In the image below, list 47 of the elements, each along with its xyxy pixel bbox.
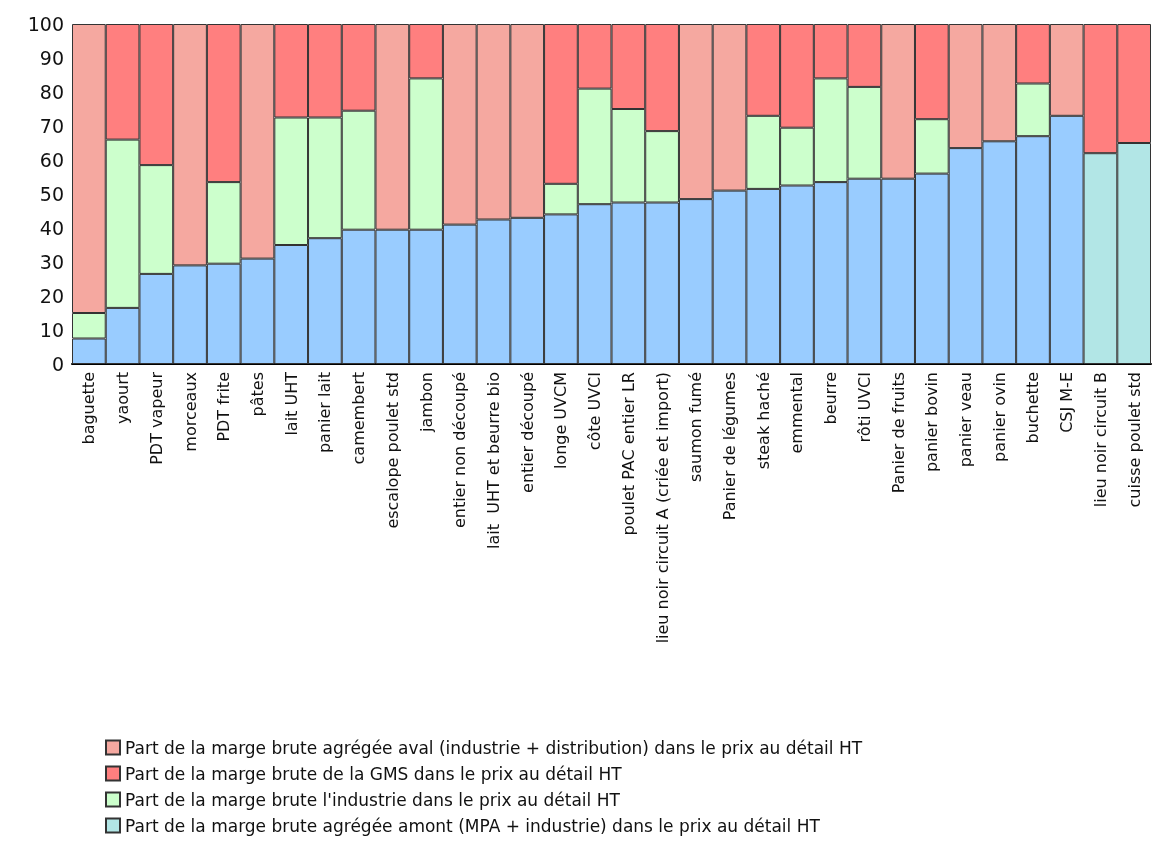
x-tick-label: beurre [821, 372, 841, 425]
y-tick-label: 70 [39, 115, 64, 137]
x-tick-label: steak haché [753, 372, 773, 470]
x-tick-label: lait UHT et beurre bio [483, 372, 503, 549]
y-tick-label: 20 [39, 285, 64, 307]
legend-label: Part de la marge brute l'industrie dans le prix au détail HT [125, 789, 621, 810]
x-tick-label: panier lait [315, 372, 335, 454]
x-tick-label: entier non découpé [450, 372, 470, 529]
x-tick-label: panier ovin [989, 372, 1009, 462]
x-tick-label: PDT frite [214, 372, 234, 442]
y-tick-label: 100 [27, 13, 64, 35]
x-tick-label: rôti UVCI [854, 372, 874, 443]
x-tick-label: lieu noir circuit A (criée et import) [652, 372, 672, 644]
x-tick-label: emmental [787, 372, 807, 454]
x-tick-label: Panier de fruits [888, 372, 908, 494]
x-tick-label: poulet PAC entier LR [618, 372, 638, 536]
legend-label: Part de la marge brute agrégée aval (industrie + distribution) dans le prix au détail HT [125, 737, 863, 758]
x-tick-label: lieu noir circuit B [1090, 372, 1110, 508]
x-tick-label: entier découpé [517, 372, 537, 493]
x-tick-label: lait UHT [281, 371, 301, 436]
y-tick-label: 80 [39, 81, 64, 103]
x-tick-label: côte UVCI [585, 372, 605, 451]
x-tick-label: Panier de légumes [720, 372, 740, 521]
x-tick-label: PDT vapeur [146, 371, 166, 465]
legend-label: Part de la marge brute agrégée amont (MPA + industrie) dans le prix au détail HT [125, 815, 821, 836]
x-tick-label: saumon fumé [686, 372, 706, 483]
x-tick-label: panier veau [956, 372, 976, 468]
x-tick-label: panier bovin [922, 372, 942, 473]
x-tick-label: longe UVCM [551, 372, 571, 470]
y-tick-label: 60 [39, 149, 64, 171]
x-tick-label: yaourt [113, 372, 133, 425]
y-tick-label: 0 [51, 353, 64, 375]
y-tick-label: 10 [39, 319, 64, 341]
x-tick-label: pâtes [247, 372, 267, 417]
x-tick-label: buchette [1023, 372, 1043, 444]
x-tick-label: jambon [416, 372, 436, 433]
legend-label: Part de la marge brute de la GMS dans le prix au détail HT [125, 763, 623, 784]
x-tick-label: cuisse poulet std [1124, 372, 1144, 508]
x-tick-label: CSJ M-E [1057, 372, 1077, 433]
y-tick-label: 40 [39, 217, 64, 239]
y-tick-label: 90 [39, 47, 64, 69]
x-tick-label: camembert [349, 372, 369, 465]
x-tick-label: morceaux [180, 372, 200, 452]
x-tick-label: escalope poulet std [382, 372, 402, 529]
y-tick-label: 30 [39, 251, 64, 273]
y-tick-label: 50 [39, 183, 64, 205]
x-tick-label: baguette [79, 372, 99, 445]
